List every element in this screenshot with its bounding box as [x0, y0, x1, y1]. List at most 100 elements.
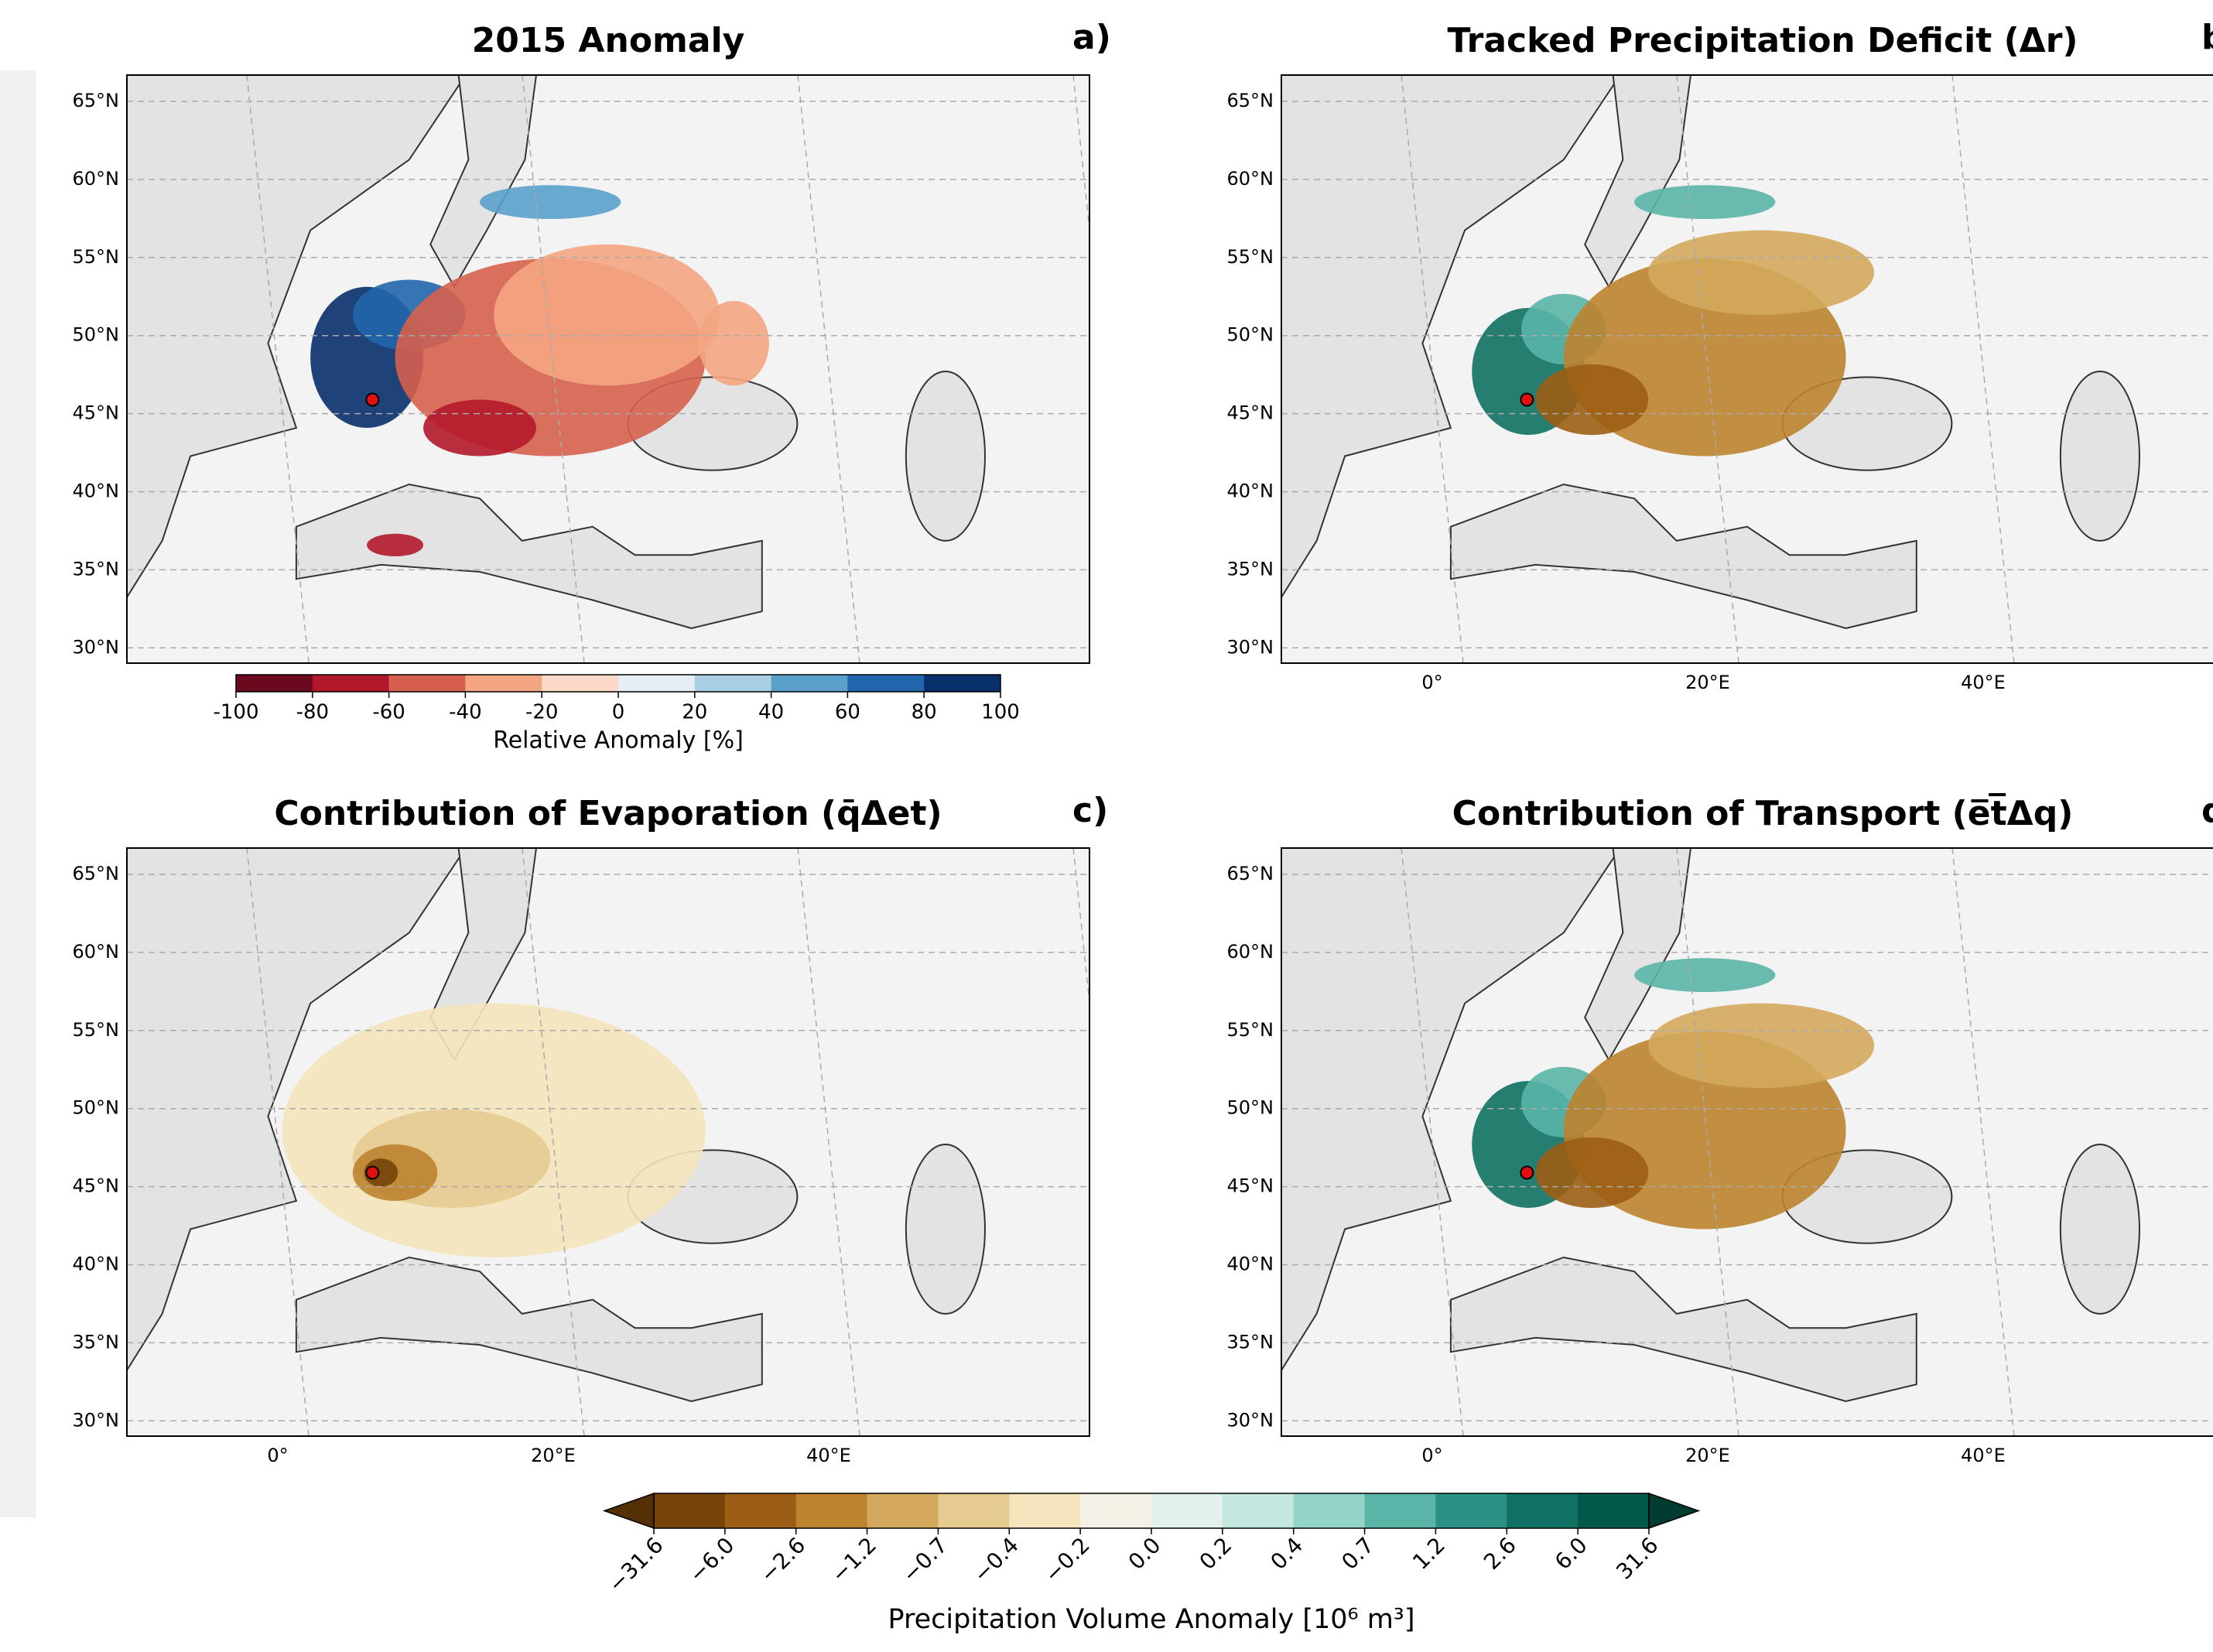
lat-tick-label: 50°N: [73, 324, 120, 346]
atlantic: [1281, 75, 1622, 599]
panel-label: d: [2201, 791, 2213, 830]
colorbar-tick-label: -100: [213, 701, 258, 724]
lat-tick-label: 45°N: [73, 402, 120, 424]
panel-label: c): [1072, 791, 1108, 830]
colorbar-extend: [602, 1492, 655, 1530]
site-marker: [1520, 1165, 1534, 1180]
baltic: [1584, 75, 1692, 289]
colorbar-label: Relative Anomaly [%]: [493, 727, 744, 754]
lon-tick-label: 0°: [1421, 1445, 1442, 1466]
colorbar-segment: [1364, 1493, 1436, 1528]
colorbar-segment: [312, 675, 390, 692]
atlantic: [127, 848, 467, 1372]
colorbar-segment: [938, 1493, 1010, 1528]
lat-tick-label: 40°N: [1227, 1254, 1274, 1275]
colorbar-segment: [694, 675, 772, 692]
panel-label: b: [2201, 18, 2213, 57]
map: [1281, 75, 2213, 663]
colorbar-tick-label: 0.4: [1265, 1532, 1308, 1575]
field: [1648, 230, 1875, 316]
colorbar-tick-label: 80: [912, 701, 937, 724]
colorbar-tick-label: 0.0: [1124, 1532, 1166, 1575]
panel-title: Contribution of Evaporation (q̄Δet): [274, 794, 942, 833]
field: [1634, 185, 1776, 220]
caspian: [905, 371, 986, 542]
colorbar-tick-label: 31.6: [1611, 1532, 1663, 1584]
lat-tick-label: 65°N: [1227, 863, 1274, 884]
lat-tick-label: 40°N: [1227, 481, 1274, 502]
map: [127, 75, 1089, 663]
colorbar-tick-label: 20: [682, 701, 707, 724]
field: [367, 533, 424, 556]
lat-tick-label: 30°N: [73, 1409, 120, 1431]
lon-grid: [522, 75, 585, 663]
lat-tick-label: 65°N: [73, 863, 120, 884]
colorbar-tick-label: −6.0: [684, 1532, 739, 1587]
colorbar-tick-label: 0.2: [1195, 1532, 1237, 1575]
field: [494, 244, 720, 386]
lat-tick-label: 45°N: [1227, 1175, 1274, 1197]
lon-tick-label: 0°: [1421, 672, 1442, 693]
mediterranean: [1449, 483, 1917, 630]
lat-tick-label: 60°N: [1227, 941, 1274, 963]
colorbar-segment: [724, 1493, 797, 1528]
lon-tick-label: 40°E: [1961, 672, 2006, 693]
panel-title: Tracked Precipitation Deficit (Δr): [1447, 21, 2078, 60]
lat-tick-label: 60°N: [73, 941, 120, 963]
colorbar-segment: [867, 1493, 939, 1528]
colorbar-tick-label: -60: [372, 701, 405, 724]
axes-frame: [1281, 74, 2213, 664]
panel-title: Contribution of Transport (e̅t̅Δq): [1452, 792, 2074, 833]
lon-grid: [797, 848, 860, 1436]
side-bar: [0, 70, 36, 1517]
colorbar-tick-label: -40: [449, 701, 481, 724]
colorbar-segment: [1293, 1493, 1366, 1528]
colorbar-segment: [1080, 1493, 1152, 1528]
colorbar-tick-label: 1.2: [1407, 1532, 1450, 1575]
colorbar-segment: [1435, 1493, 1507, 1528]
colorbar-tick-label: −1.2: [826, 1532, 881, 1587]
atlantic: [1281, 848, 1622, 1372]
axes-frame: [126, 74, 1090, 664]
colorbar-tick-label: 6.0: [1550, 1532, 1592, 1575]
colorbar-tick-label: 0: [612, 701, 625, 724]
field: [698, 300, 769, 386]
colorbar-tick-label: 40: [758, 701, 784, 724]
lat-tick-label: 55°N: [73, 1019, 120, 1041]
lon-grid: [522, 848, 585, 1436]
colorbar-segment: [654, 1493, 726, 1528]
colorbar-tick-label: 100: [981, 701, 1020, 724]
colorbar-segment: [465, 675, 542, 692]
lat-tick-label: 35°N: [1227, 1331, 1274, 1353]
field: [364, 1158, 398, 1187]
colorbar-segment: [1222, 1493, 1295, 1528]
colorbar-tick-label: -20: [525, 701, 558, 724]
lon-grid: [797, 75, 860, 663]
lat-tick-label: 50°N: [1227, 1097, 1274, 1119]
axes-frame: [1281, 847, 2213, 1437]
colorbar-tick-label: 60: [835, 701, 860, 724]
field: [1648, 1003, 1875, 1089]
colorbar-segment: [1009, 1493, 1081, 1528]
field: [1634, 958, 1776, 993]
colorbar-segment: [1151, 1493, 1223, 1528]
colorbar-tick-label: 0.7: [1336, 1532, 1379, 1575]
lon-grid: [246, 75, 310, 663]
lat-tick-label: 65°N: [73, 90, 120, 111]
colorbar-segment: [771, 675, 848, 692]
colorbar-segment: [236, 675, 313, 692]
lon-grid: [1951, 75, 2015, 663]
lat-tick-label: 55°N: [1227, 246, 1274, 268]
caspian: [905, 1144, 986, 1315]
colorbar-tick-label: −2.6: [755, 1532, 810, 1587]
colorbar-tick-label: -80: [296, 701, 329, 724]
colorbar-segment: [924, 675, 1001, 692]
field: [1535, 364, 1649, 436]
mediterranean: [295, 483, 763, 630]
lat-tick-label: 30°N: [1227, 1409, 1274, 1431]
lat-tick-label: 40°N: [73, 1254, 120, 1275]
field: [423, 399, 536, 457]
lon-tick-label: 0°: [267, 1445, 288, 1466]
caspian: [2059, 1144, 2140, 1315]
